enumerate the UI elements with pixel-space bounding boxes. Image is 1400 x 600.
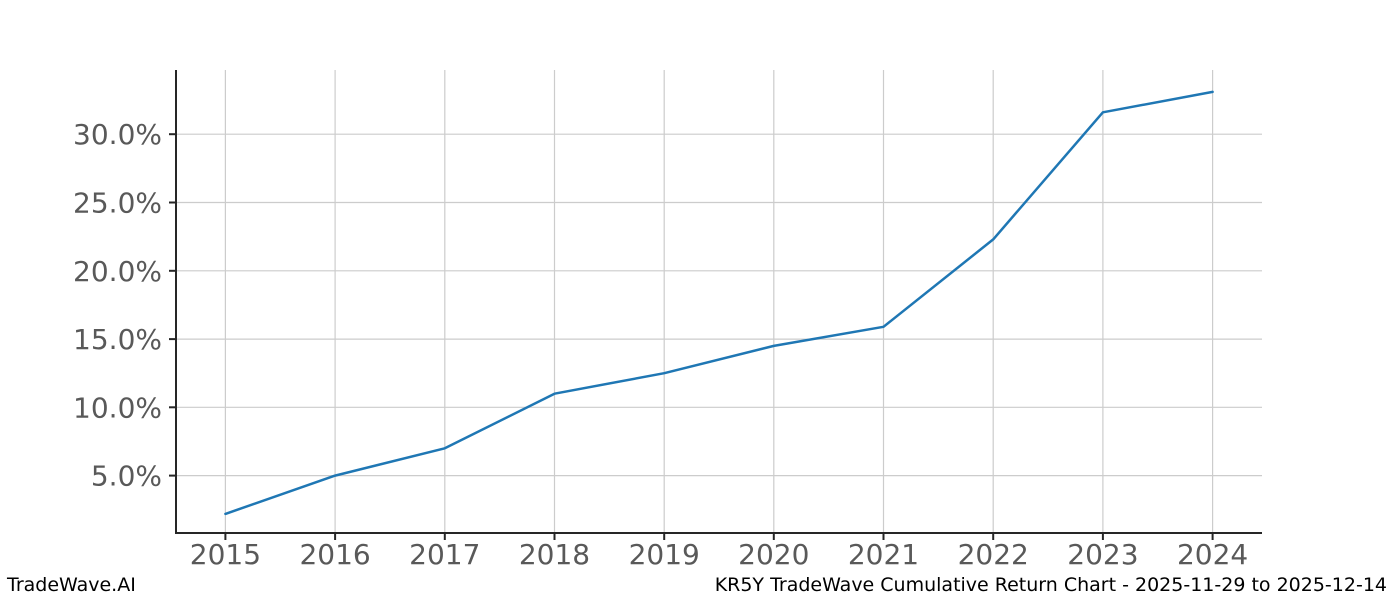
y-tick-label: 25.0% bbox=[73, 187, 162, 220]
y-tick-label: 20.0% bbox=[73, 255, 162, 288]
x-tick-label: 2023 bbox=[1067, 538, 1138, 571]
y-tick-label: 5.0% bbox=[91, 460, 162, 493]
x-tick-label: 2020 bbox=[738, 538, 809, 571]
x-tick-label: 2016 bbox=[299, 538, 370, 571]
return-line bbox=[224, 90, 1214, 516]
x-tick-label: 2021 bbox=[848, 538, 919, 571]
x-tick-label: 2019 bbox=[629, 538, 700, 571]
y-tick-label: 15.0% bbox=[73, 323, 162, 356]
x-tick-label: 2015 bbox=[190, 538, 261, 571]
brand-watermark: TradeWave.AI bbox=[7, 574, 136, 596]
chart-footer-title: KR5Y TradeWave Cumulative Return Chart -… bbox=[714, 574, 1387, 596]
x-tick-label: 2017 bbox=[409, 538, 480, 571]
x-tick-label: 2022 bbox=[958, 538, 1029, 571]
y-tick-label: 10.0% bbox=[73, 391, 162, 424]
x-tick-label: 2024 bbox=[1177, 538, 1248, 571]
x-tick-label: 2018 bbox=[519, 538, 590, 571]
y-tick-label: 30.0% bbox=[73, 118, 162, 151]
